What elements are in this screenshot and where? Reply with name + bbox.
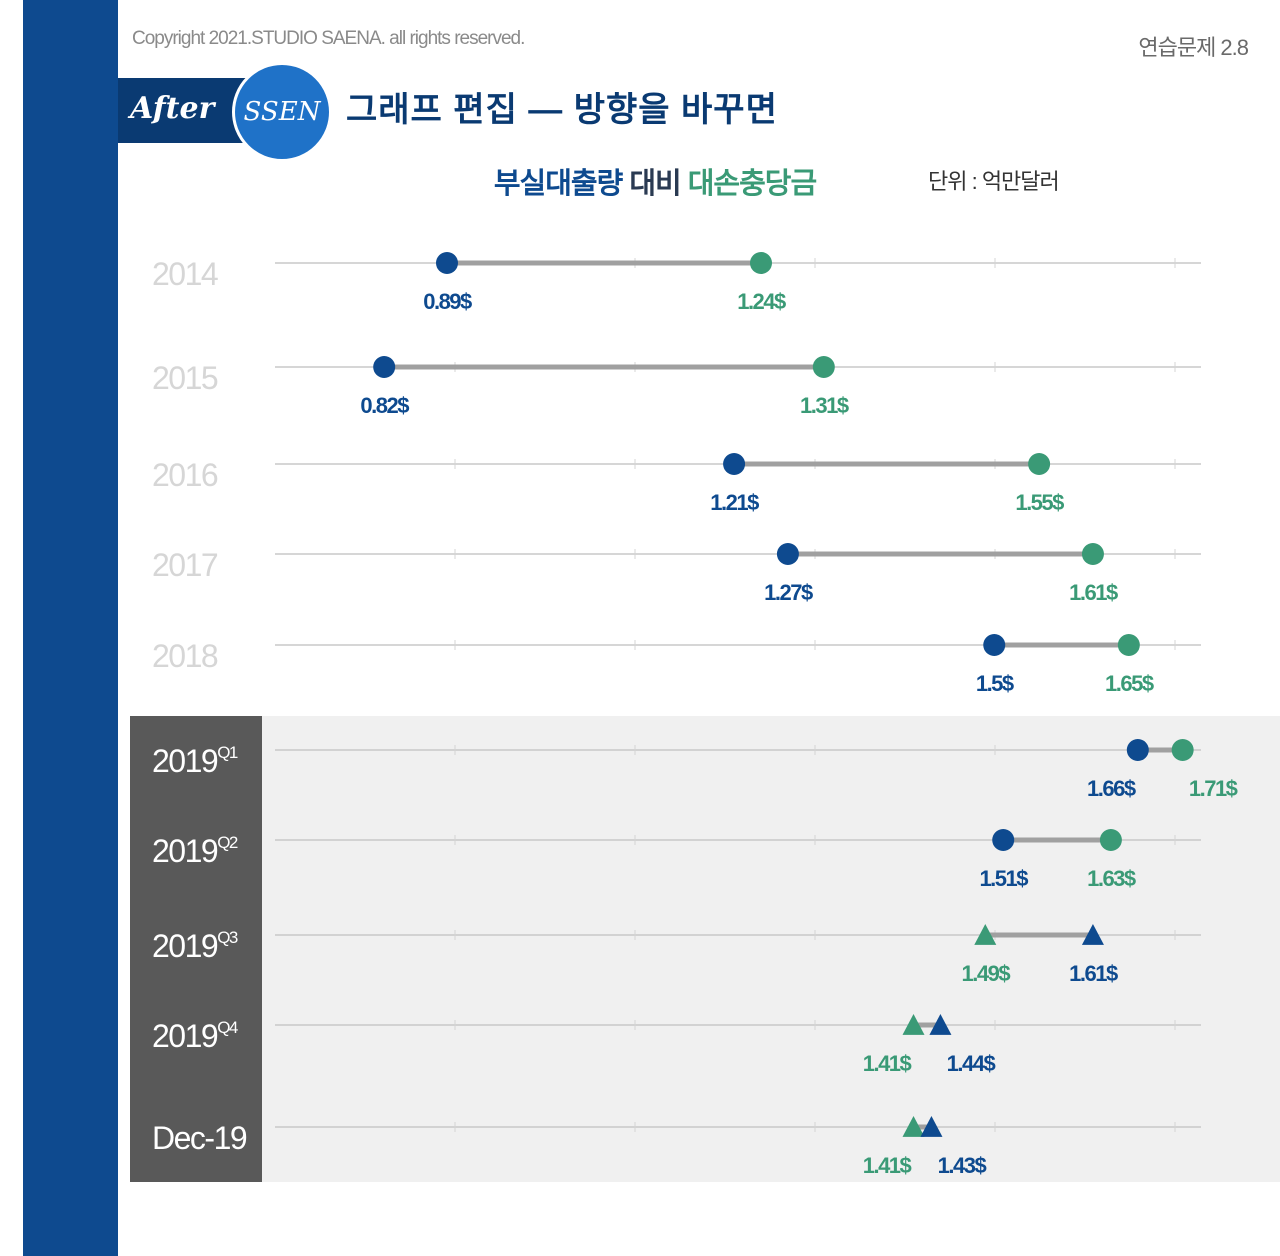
row-label: 2014 — [152, 256, 218, 292]
allowance-value-label: 1.31$ — [800, 393, 849, 418]
loan-value-label: 1.5$ — [976, 671, 1014, 696]
loan-value-label: 1.61$ — [1069, 961, 1118, 986]
chart-title-loan: 부실대출량 — [493, 168, 623, 200]
allowance-marker — [902, 1116, 925, 1137]
sidebar: let's PRACTICE! — [23, 0, 166, 1256]
allowance-value-label: 1.71$ — [1189, 776, 1238, 801]
allowance-marker — [1171, 739, 1194, 761]
loan-marker — [920, 1116, 943, 1137]
loan-marker — [929, 1014, 952, 1035]
row-label: 2018 — [152, 638, 218, 674]
allowance-value-label: 1.41$ — [863, 1051, 912, 1076]
chart-title: 부실대출량 대비 대손충당금 — [0, 160, 1280, 202]
allowance-value-label: 1.55$ — [1015, 490, 1064, 515]
copyright-text: Copyright 2021.STUDIO SAENA. all rights … — [132, 28, 525, 49]
allowance-marker — [974, 924, 997, 945]
allowance-value-label: 1.65$ — [1105, 671, 1154, 696]
allowance-marker — [812, 356, 835, 378]
loan-marker — [983, 634, 1006, 656]
loan-marker — [776, 543, 799, 565]
row-label: 2019Q1 — [152, 743, 238, 779]
loan-value-label: 1.66$ — [1087, 776, 1136, 801]
allowance-value-label: 1.63$ — [1087, 866, 1136, 891]
loan-value-label: 1.51$ — [979, 866, 1028, 891]
loan-value-label: 1.44$ — [947, 1051, 996, 1076]
row-label-quarter: Q1 — [217, 743, 238, 762]
loan-marker — [723, 453, 746, 475]
allowance-marker — [902, 1014, 925, 1035]
quarter-label-panel — [130, 716, 262, 1182]
edit-title: 그래프 편집 — 방향을 바꾸면 — [346, 91, 778, 129]
row-label: 2016 — [152, 457, 218, 493]
loan-value-label: 0.82$ — [360, 393, 409, 418]
row-label: 2015 — [152, 360, 218, 396]
loan-value-label: 1.43$ — [938, 1153, 987, 1178]
loan-value-label: 1.27$ — [764, 580, 813, 605]
allowance-marker — [749, 252, 772, 274]
row-label-quarter: Q2 — [217, 833, 238, 852]
loan-value-label: 1.21$ — [710, 490, 759, 515]
row-label-quarter: Q3 — [217, 928, 238, 947]
allowance-marker — [1099, 829, 1122, 851]
chart-title-vs: 대비 — [629, 168, 681, 200]
ssen-badge: SSEN — [232, 62, 332, 162]
row-label: 2019Q3 — [152, 928, 238, 964]
row-label: 2019Q4 — [152, 1018, 238, 1054]
allowance-marker — [1117, 634, 1140, 656]
allowance-marker — [1028, 453, 1051, 475]
allowance-value-label: 1.24$ — [737, 289, 786, 314]
allowance-marker — [1081, 543, 1104, 565]
loan-marker — [373, 356, 396, 378]
loan-marker — [436, 252, 458, 274]
row-label: 2019Q2 — [152, 833, 238, 869]
chart-title-allowance: 대손충당금 — [687, 168, 817, 200]
row-label: 2017 — [152, 547, 218, 583]
row-label: Dec-19 — [152, 1120, 247, 1156]
unit-label: 단위 : 억만달러 — [928, 169, 1060, 194]
allowance-value-label: 1.49$ — [962, 961, 1011, 986]
allowance-value-label: 1.41$ — [863, 1153, 912, 1178]
row-label-quarter: Q4 — [217, 1018, 238, 1037]
loan-marker — [1081, 924, 1104, 945]
exercise-number: 연습문제 2.8 — [1138, 35, 1249, 60]
allowance-value-label: 1.61$ — [1069, 580, 1118, 605]
loan-marker — [992, 829, 1015, 851]
loan-marker — [1126, 739, 1149, 761]
loan-value-label: 0.89$ — [423, 289, 472, 314]
quarter-highlight-panel — [262, 716, 1280, 1182]
